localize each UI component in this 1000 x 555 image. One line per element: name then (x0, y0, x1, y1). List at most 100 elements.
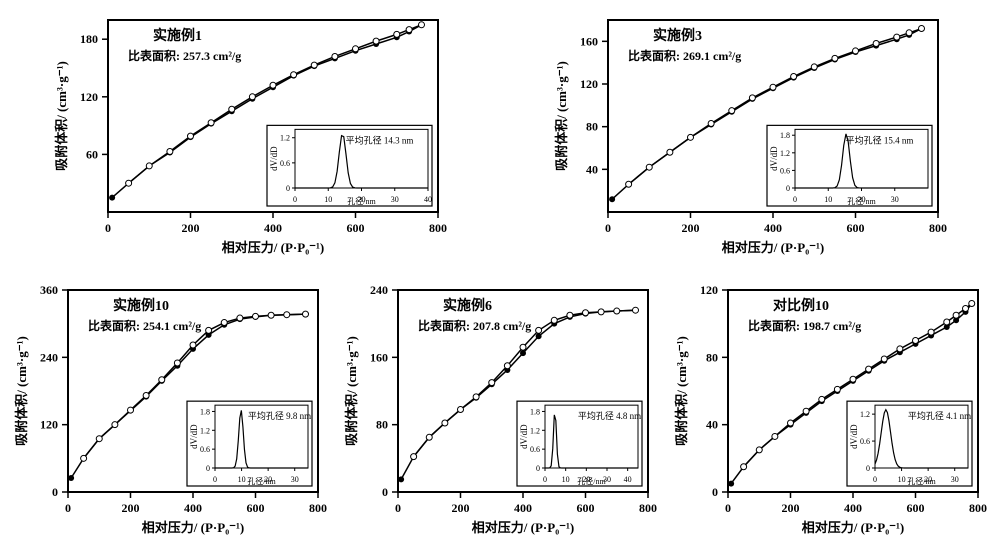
svg-text:200: 200 (782, 501, 800, 515)
svg-text:120: 120 (80, 90, 98, 104)
svg-text:dV/dD: dV/dD (269, 146, 279, 171)
svg-text:1.8: 1.8 (780, 131, 790, 140)
svg-text:800: 800 (309, 501, 327, 515)
svg-text:40: 40 (706, 418, 718, 432)
svg-text:600: 600 (247, 501, 265, 515)
chart-grid: 020040060080060120180相对压力/ (P·P₀⁻¹)吸附体积/… (10, 10, 990, 540)
svg-text:0: 0 (725, 501, 731, 515)
svg-text:孔径/nm: 孔径/nm (247, 476, 276, 486)
svg-text:0: 0 (105, 221, 111, 235)
svg-text:10: 10 (898, 475, 906, 484)
svg-text:相对压力/ (P·P₀⁻¹): 相对压力/ (P·P₀⁻¹) (142, 520, 244, 535)
svg-text:10: 10 (824, 195, 832, 204)
svg-text:平均孔径 4.1 nm: 平均孔径 4.1 nm (908, 410, 971, 421)
svg-text:对比例10: 对比例10 (773, 297, 829, 314)
svg-text:400: 400 (184, 501, 202, 515)
svg-text:160: 160 (580, 34, 598, 48)
svg-text:600: 600 (907, 501, 925, 515)
svg-text:孔径/nm: 孔径/nm (847, 196, 876, 206)
svg-text:40: 40 (586, 162, 598, 176)
svg-text:比表面积: 254.1 cm²/g: 比表面积: 254.1 cm²/g (88, 318, 201, 333)
svg-text:800: 800 (639, 501, 657, 515)
svg-text:平均孔径 15.4 nm: 平均孔径 15.4 nm (846, 134, 914, 145)
svg-text:相对压力/ (P·P₀⁻¹): 相对压力/ (P·P₀⁻¹) (802, 520, 904, 535)
svg-text:0: 0 (866, 464, 870, 473)
svg-text:比表面积: 269.1 cm²/g: 比表面积: 269.1 cm²/g (628, 48, 741, 63)
svg-text:吸附体积/ (cm³·g⁻¹): 吸附体积/ (cm³·g⁻¹) (674, 336, 689, 446)
panel-1: 020040060080060120180相对压力/ (P·P₀⁻¹)吸附体积/… (50, 10, 450, 270)
svg-text:800: 800 (929, 221, 947, 235)
svg-text:1.8: 1.8 (200, 407, 210, 416)
svg-text:孔径/nm: 孔径/nm (907, 476, 936, 486)
svg-text:0: 0 (536, 464, 540, 473)
svg-text:实施例6: 实施例6 (443, 297, 492, 314)
svg-text:相对压力/ (P·P₀⁻¹): 相对压力/ (P·P₀⁻¹) (722, 240, 824, 255)
svg-text:平均孔径 14.3 nm: 平均孔径 14.3 nm (346, 134, 414, 145)
svg-text:40: 40 (624, 475, 632, 484)
svg-text:180: 180 (80, 32, 98, 46)
svg-text:60: 60 (86, 147, 98, 161)
svg-text:600: 600 (847, 221, 865, 235)
panel-5: 0 200 400 600 800 0 40 80 120 相对压力/ (P·P₀⁻¹) 吸附体积/… (670, 280, 990, 540)
svg-text:比表面积: 198.7 cm²/g: 比表面积: 198.7 cm²/g (748, 318, 861, 333)
panel-4: 0200400600800080160240相对压力/ (P·P₀⁻¹)吸附体积… (340, 280, 660, 540)
svg-text:0: 0 (395, 501, 401, 515)
svg-text:实施例3: 实施例3 (653, 27, 702, 44)
svg-text:0: 0 (213, 475, 217, 484)
svg-text:800: 800 (429, 221, 447, 235)
svg-text:0: 0 (286, 184, 290, 193)
svg-text:dV/dD: dV/dD (189, 424, 199, 449)
svg-text:dV/dD: dV/dD (769, 146, 779, 171)
svg-text:0.6: 0.6 (530, 445, 540, 454)
svg-text:0: 0 (712, 485, 718, 499)
svg-text:1.2: 1.2 (530, 426, 540, 435)
svg-text:1.2: 1.2 (280, 134, 290, 143)
svg-text:相对压力/ (P·P₀⁻¹): 相对压力/ (P·P₀⁻¹) (222, 240, 324, 255)
svg-text:10: 10 (324, 195, 332, 204)
svg-text:吸附体积/ (cm³·g⁻¹): 吸附体积/ (cm³·g⁻¹) (14, 336, 29, 446)
svg-text:1.2: 1.2 (780, 149, 790, 158)
svg-text:800: 800 (969, 501, 987, 515)
svg-text:400: 400 (844, 501, 862, 515)
panel-2: 02004006008004080120160相对压力/ (P·P₀⁻¹)吸附体… (550, 10, 950, 270)
svg-text:400: 400 (264, 221, 282, 235)
svg-text:120: 120 (700, 283, 718, 297)
svg-text:360: 360 (40, 283, 58, 297)
svg-text:200: 200 (122, 501, 140, 515)
svg-text:80: 80 (376, 418, 388, 432)
svg-text:40: 40 (424, 195, 432, 204)
svg-text:200: 200 (452, 501, 470, 515)
panel-3: 02004006008000120240360相对压力/ (P·P₀⁻¹)吸附体… (10, 280, 330, 540)
svg-text:80: 80 (706, 350, 718, 364)
svg-text:600: 600 (577, 501, 595, 515)
svg-text:400: 400 (514, 501, 532, 515)
svg-text:120: 120 (580, 77, 598, 91)
svg-text:0.6: 0.6 (780, 166, 790, 175)
svg-text:0: 0 (206, 464, 210, 473)
svg-text:吸附体积/ (cm³·g⁻¹): 吸附体积/ (cm³·g⁻¹) (554, 61, 569, 171)
svg-text:200: 200 (182, 221, 200, 235)
svg-text:0: 0 (793, 195, 797, 204)
svg-text:相对压力/ (P·P₀⁻¹): 相对压力/ (P·P₀⁻¹) (472, 520, 574, 535)
svg-text:30: 30 (951, 475, 959, 484)
svg-text:240: 240 (370, 283, 388, 297)
svg-text:10: 10 (238, 475, 246, 484)
svg-text:30: 30 (391, 195, 399, 204)
svg-text:1.2: 1.2 (860, 410, 870, 419)
svg-text:120: 120 (40, 418, 58, 432)
svg-text:0: 0 (293, 195, 297, 204)
row-top: 020040060080060120180相对压力/ (P·P₀⁻¹)吸附体积/… (10, 10, 990, 270)
svg-text:实施例1: 实施例1 (153, 27, 202, 44)
svg-text:吸附体积/ (cm³·g⁻¹): 吸附体积/ (cm³·g⁻¹) (344, 336, 359, 446)
svg-text:0.6: 0.6 (280, 159, 290, 168)
svg-text:0: 0 (65, 501, 71, 515)
svg-text:0: 0 (543, 475, 547, 484)
svg-text:0: 0 (605, 221, 611, 235)
svg-text:孔径/nm: 孔径/nm (577, 476, 606, 486)
svg-text:160: 160 (370, 350, 388, 364)
svg-text:吸附体积/ (cm³·g⁻¹): 吸附体积/ (cm³·g⁻¹) (54, 61, 69, 171)
svg-text:80: 80 (586, 120, 598, 134)
svg-text:30: 30 (291, 475, 299, 484)
svg-text:比表面积: 257.3 cm²/g: 比表面积: 257.3 cm²/g (128, 48, 241, 63)
svg-text:0.6: 0.6 (200, 445, 210, 454)
